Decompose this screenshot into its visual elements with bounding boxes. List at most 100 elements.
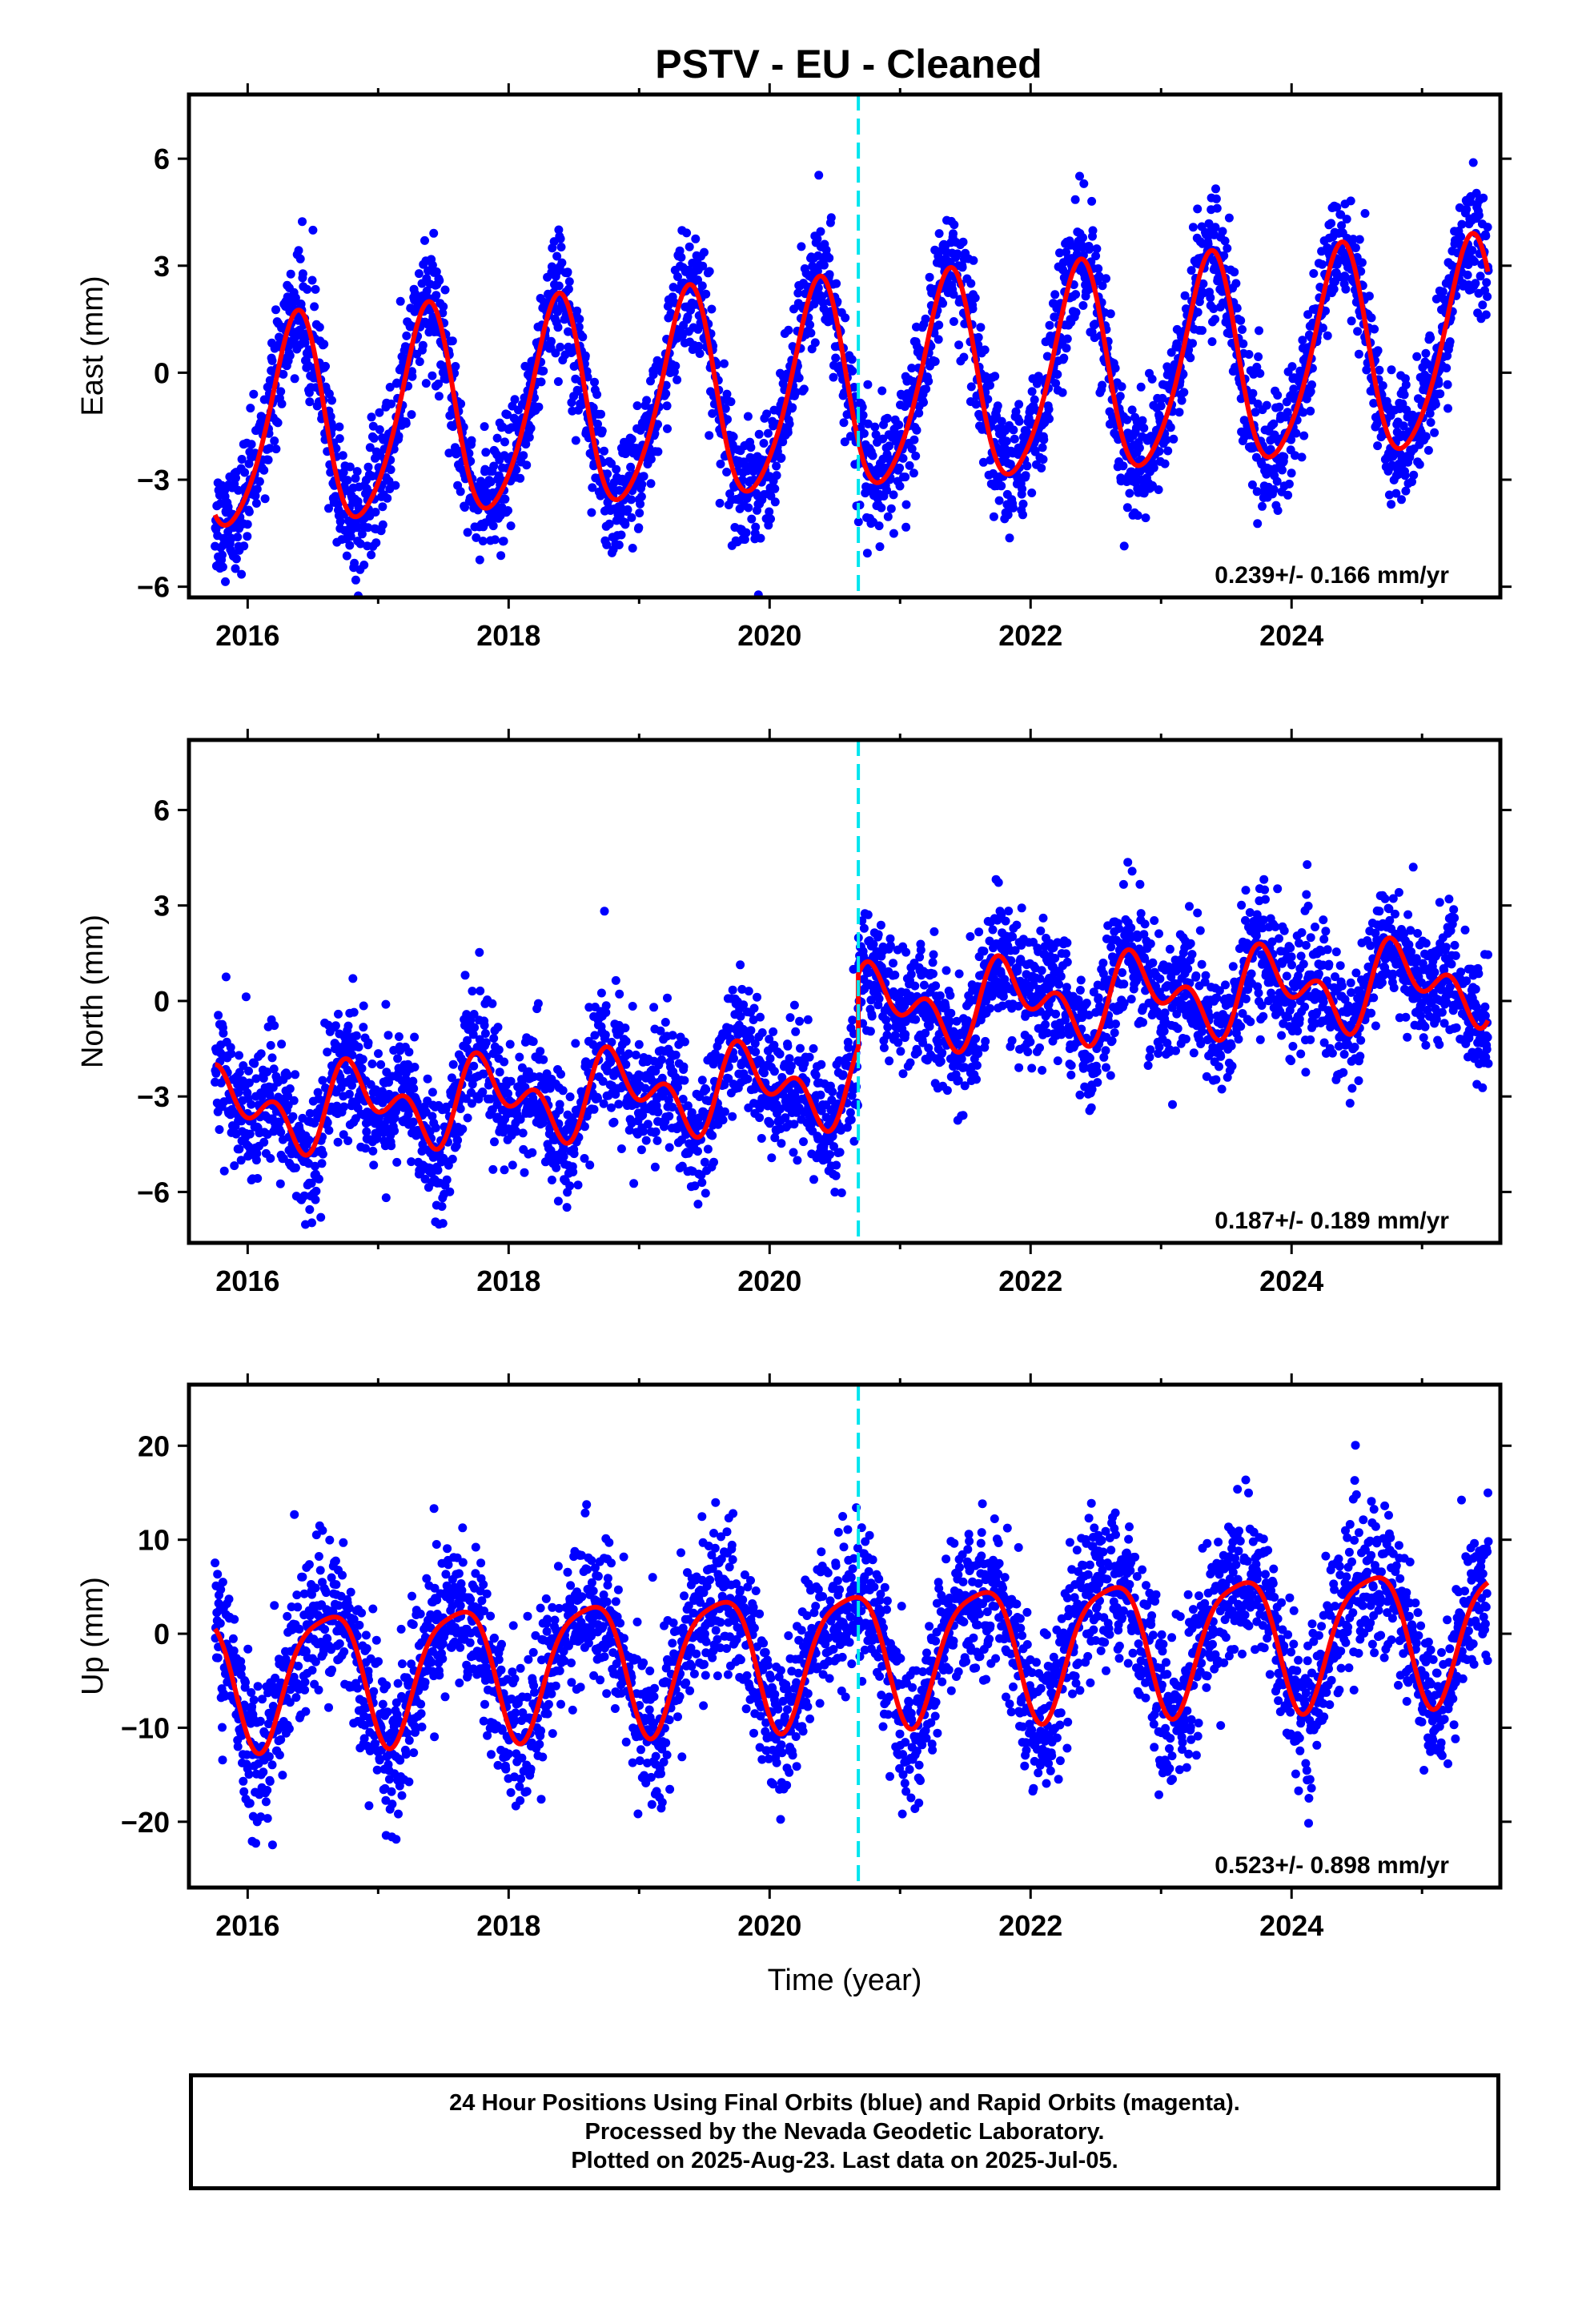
data-point: [736, 960, 745, 970]
data-point: [374, 1049, 383, 1059]
data-point: [1442, 364, 1452, 373]
data-point: [1207, 337, 1217, 347]
data-point: [536, 1047, 545, 1056]
data-point: [1483, 223, 1492, 232]
data-point: [295, 254, 305, 263]
data-point: [357, 1063, 367, 1073]
data-point: [609, 1117, 619, 1127]
data-point: [1071, 290, 1081, 300]
data-point: [1003, 510, 1013, 520]
data-point: [1336, 210, 1346, 219]
data-point: [837, 1188, 846, 1197]
data-point: [259, 1137, 269, 1147]
data-point: [1332, 203, 1342, 212]
data-point: [343, 1021, 353, 1031]
data-point: [407, 1157, 416, 1167]
data-point: [953, 249, 962, 259]
data-point: [556, 234, 565, 243]
data-point: [408, 1076, 418, 1086]
data-point: [351, 575, 360, 585]
data-point: [469, 1061, 479, 1071]
data-point: [870, 422, 880, 432]
data-point: [1423, 373, 1433, 383]
data-point: [415, 357, 424, 367]
data-point: [661, 380, 671, 390]
data-point: [1070, 195, 1080, 204]
data-point: [582, 426, 592, 436]
data-point: [1342, 215, 1351, 224]
data-point: [259, 465, 269, 475]
data-point: [723, 415, 732, 424]
data-point: [720, 1107, 729, 1116]
data-point: [1284, 479, 1294, 489]
data-point: [901, 500, 911, 509]
data-point: [1397, 495, 1406, 505]
data-point: [770, 497, 780, 507]
data-point: [429, 228, 439, 238]
data-point: [343, 1065, 352, 1075]
data-point: [1298, 336, 1307, 345]
data-point: [1133, 511, 1142, 521]
data-point: [763, 428, 773, 438]
data-point: [1079, 179, 1089, 188]
data-point: [1094, 264, 1103, 273]
data-point: [475, 947, 484, 957]
data-point: [345, 541, 355, 550]
data-point: [652, 1136, 662, 1145]
data-point: [986, 456, 995, 465]
data-point: [1208, 255, 1218, 265]
data-point: [574, 322, 584, 332]
data-point: [298, 217, 307, 227]
data-point: [506, 521, 516, 531]
data-point: [909, 468, 918, 478]
data-point: [1136, 382, 1146, 392]
data-point: [642, 396, 652, 405]
data-point: [1002, 436, 1011, 446]
data-point: [470, 1023, 480, 1032]
data-point: [1287, 362, 1297, 372]
data-point: [299, 1191, 309, 1200]
data-point: [722, 389, 732, 399]
data-point: [809, 1043, 818, 1053]
data-point: [358, 1055, 367, 1064]
data-point: [472, 533, 481, 542]
data-point: [661, 1018, 670, 1027]
data-point: [1244, 350, 1254, 359]
data-point: [394, 1032, 404, 1041]
data-point: [795, 1016, 805, 1026]
y-tick-label: −6: [137, 571, 170, 604]
data-point: [744, 987, 753, 996]
data-point: [755, 1113, 765, 1123]
data-point: [803, 1015, 813, 1024]
data-point: [930, 356, 940, 366]
data-point: [251, 1074, 261, 1084]
data-point: [1248, 388, 1258, 398]
data-point: [653, 420, 662, 429]
data-point: [1323, 331, 1332, 340]
data-point: [671, 361, 681, 371]
data-point: [602, 540, 612, 549]
data-point: [794, 373, 804, 383]
data-point: [275, 1179, 285, 1188]
data-point: [697, 281, 707, 291]
data-point: [408, 1117, 418, 1127]
data-point: [620, 1023, 630, 1033]
data-point: [1009, 425, 1018, 435]
data-point: [420, 1174, 430, 1184]
data-point: [1318, 324, 1327, 332]
data-point: [1430, 428, 1439, 437]
data-point: [575, 315, 584, 324]
data-point: [1038, 443, 1047, 452]
data-point: [1299, 408, 1308, 417]
data-point: [390, 1126, 400, 1136]
data-point: [211, 1068, 221, 1078]
x-tick-label: 2024: [1259, 619, 1323, 652]
data-point: [968, 304, 978, 314]
data-point: [1022, 461, 1032, 471]
data-point: [889, 490, 898, 500]
data-point: [616, 530, 626, 540]
figure-title: PSTV - EU - Cleaned: [655, 42, 1042, 86]
data-point: [369, 1160, 379, 1170]
data-point: [772, 471, 781, 480]
